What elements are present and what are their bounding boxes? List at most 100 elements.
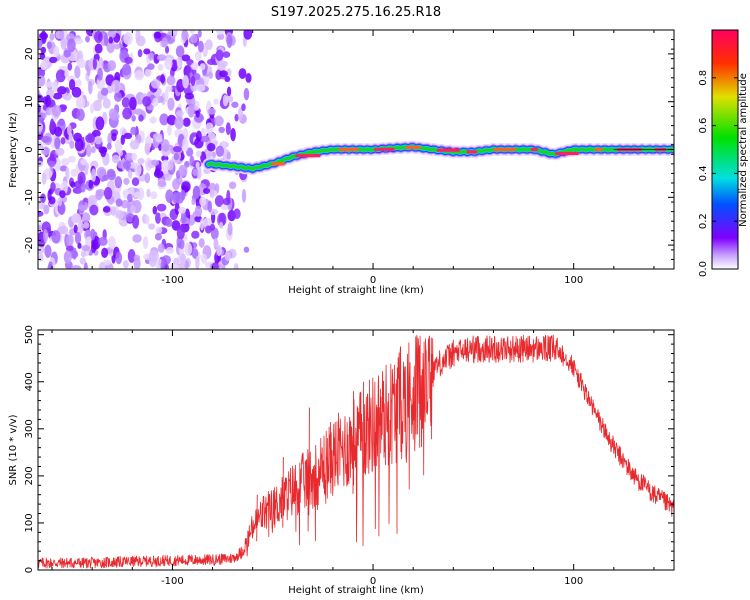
spectrogram-ytick-label: 20 — [24, 48, 35, 61]
noise-blob — [241, 103, 246, 112]
noise-blob — [189, 30, 195, 34]
noise-blob — [197, 40, 204, 53]
noise-blob — [204, 39, 213, 50]
noise-blob — [172, 145, 182, 153]
snr-xtick-label: 0 — [370, 576, 376, 587]
noise-blob — [154, 232, 162, 241]
noise-blob — [83, 262, 88, 269]
noise-blob — [178, 206, 186, 214]
noise-blob — [155, 226, 163, 234]
noise-blob — [89, 204, 99, 216]
noise-blob — [224, 75, 231, 82]
noise-blob — [92, 57, 97, 70]
noise-blob — [70, 168, 79, 177]
noise-blob — [102, 98, 111, 109]
noise-blob — [71, 86, 82, 98]
noise-blob — [55, 69, 66, 83]
noise-blob — [54, 137, 61, 150]
noise-blob — [69, 78, 76, 91]
spectrogram-ylabel: Frequency (Hz) — [8, 112, 19, 188]
colorbar-gradient — [712, 30, 738, 269]
noise-blob — [71, 264, 82, 269]
noise-blob — [114, 140, 123, 153]
noise-blob — [195, 150, 202, 158]
noise-blob — [207, 108, 216, 115]
colorbar-tick-label: 0.8 — [698, 70, 709, 86]
noise-blob — [178, 164, 188, 177]
noise-blob — [116, 209, 125, 220]
noise-blob — [69, 140, 75, 149]
snr-frame — [37, 329, 675, 571]
snr-panel: -100 0 100 0 100 200 300 400 500 Height of strai… — [8, 325, 675, 596]
noise-blob — [165, 246, 174, 254]
noise-blob — [155, 212, 161, 224]
noise-blob — [176, 56, 183, 69]
noise-blob — [167, 97, 175, 111]
noise-blob — [98, 57, 104, 72]
noise-blob — [111, 132, 117, 142]
spectrogram-ytick-label: -10 — [24, 189, 35, 205]
noise-blob — [108, 108, 118, 120]
noise-blob — [143, 48, 151, 55]
noise-blob — [175, 45, 185, 58]
noise-blob — [243, 30, 253, 40]
noise-blob — [73, 38, 83, 45]
noise-blob — [95, 190, 103, 201]
noise-blob — [97, 67, 103, 81]
noise-blob — [216, 244, 222, 257]
noise-blob — [243, 246, 250, 253]
noise-blob — [186, 64, 191, 74]
noise-blob — [132, 234, 142, 243]
noise-blob — [91, 129, 101, 138]
noise-blob — [77, 58, 86, 69]
noise-blob — [41, 136, 51, 143]
noise-blob — [49, 56, 58, 64]
noise-blob — [153, 133, 163, 140]
noise-blob — [52, 81, 59, 93]
noise-blob — [70, 181, 76, 188]
noise-blob — [80, 250, 87, 258]
noise-blob — [165, 189, 174, 203]
noise-blob — [241, 189, 247, 203]
noise-blob — [43, 229, 49, 243]
noise-blob — [153, 31, 162, 39]
noise-blob — [106, 168, 116, 178]
noise-blob — [182, 117, 191, 127]
noise-blob — [127, 169, 133, 179]
noise-blob — [173, 152, 180, 161]
noise-blob — [199, 63, 206, 71]
noise-blob — [227, 222, 233, 236]
noise-blob — [129, 205, 136, 214]
noise-blob — [196, 84, 206, 92]
noise-blob — [190, 75, 196, 87]
noise-blob — [72, 186, 83, 194]
chart-title: S197.2025.275.16.25.R18 — [271, 5, 441, 20]
noise-blob — [166, 114, 177, 126]
noise-blob — [138, 114, 144, 122]
noise-blob — [66, 234, 74, 246]
noise-blob — [187, 104, 195, 118]
noise-blob — [80, 158, 88, 166]
noise-blob — [167, 159, 174, 171]
noise-blob — [38, 122, 44, 132]
noise-blob — [74, 231, 82, 245]
noise-blob — [94, 43, 103, 54]
noise-blob — [202, 187, 211, 195]
noise-blob — [182, 75, 190, 89]
snr-xtick-label: 100 — [564, 576, 583, 587]
noise-blobs — [38, 30, 253, 269]
colorbar-tick-label: 0.0 — [698, 261, 709, 277]
colorbar-frame — [711, 29, 739, 270]
noise-blob — [133, 191, 144, 199]
noise-blob — [131, 177, 140, 187]
noise-blob — [101, 247, 109, 259]
noise-blob — [38, 197, 42, 210]
noise-blob — [199, 196, 207, 207]
noise-blob — [137, 49, 143, 58]
noise-blob — [94, 30, 103, 44]
noise-blob — [122, 107, 133, 120]
noise-blob — [151, 159, 160, 166]
noise-blob — [114, 176, 123, 189]
noise-blob — [179, 239, 185, 250]
